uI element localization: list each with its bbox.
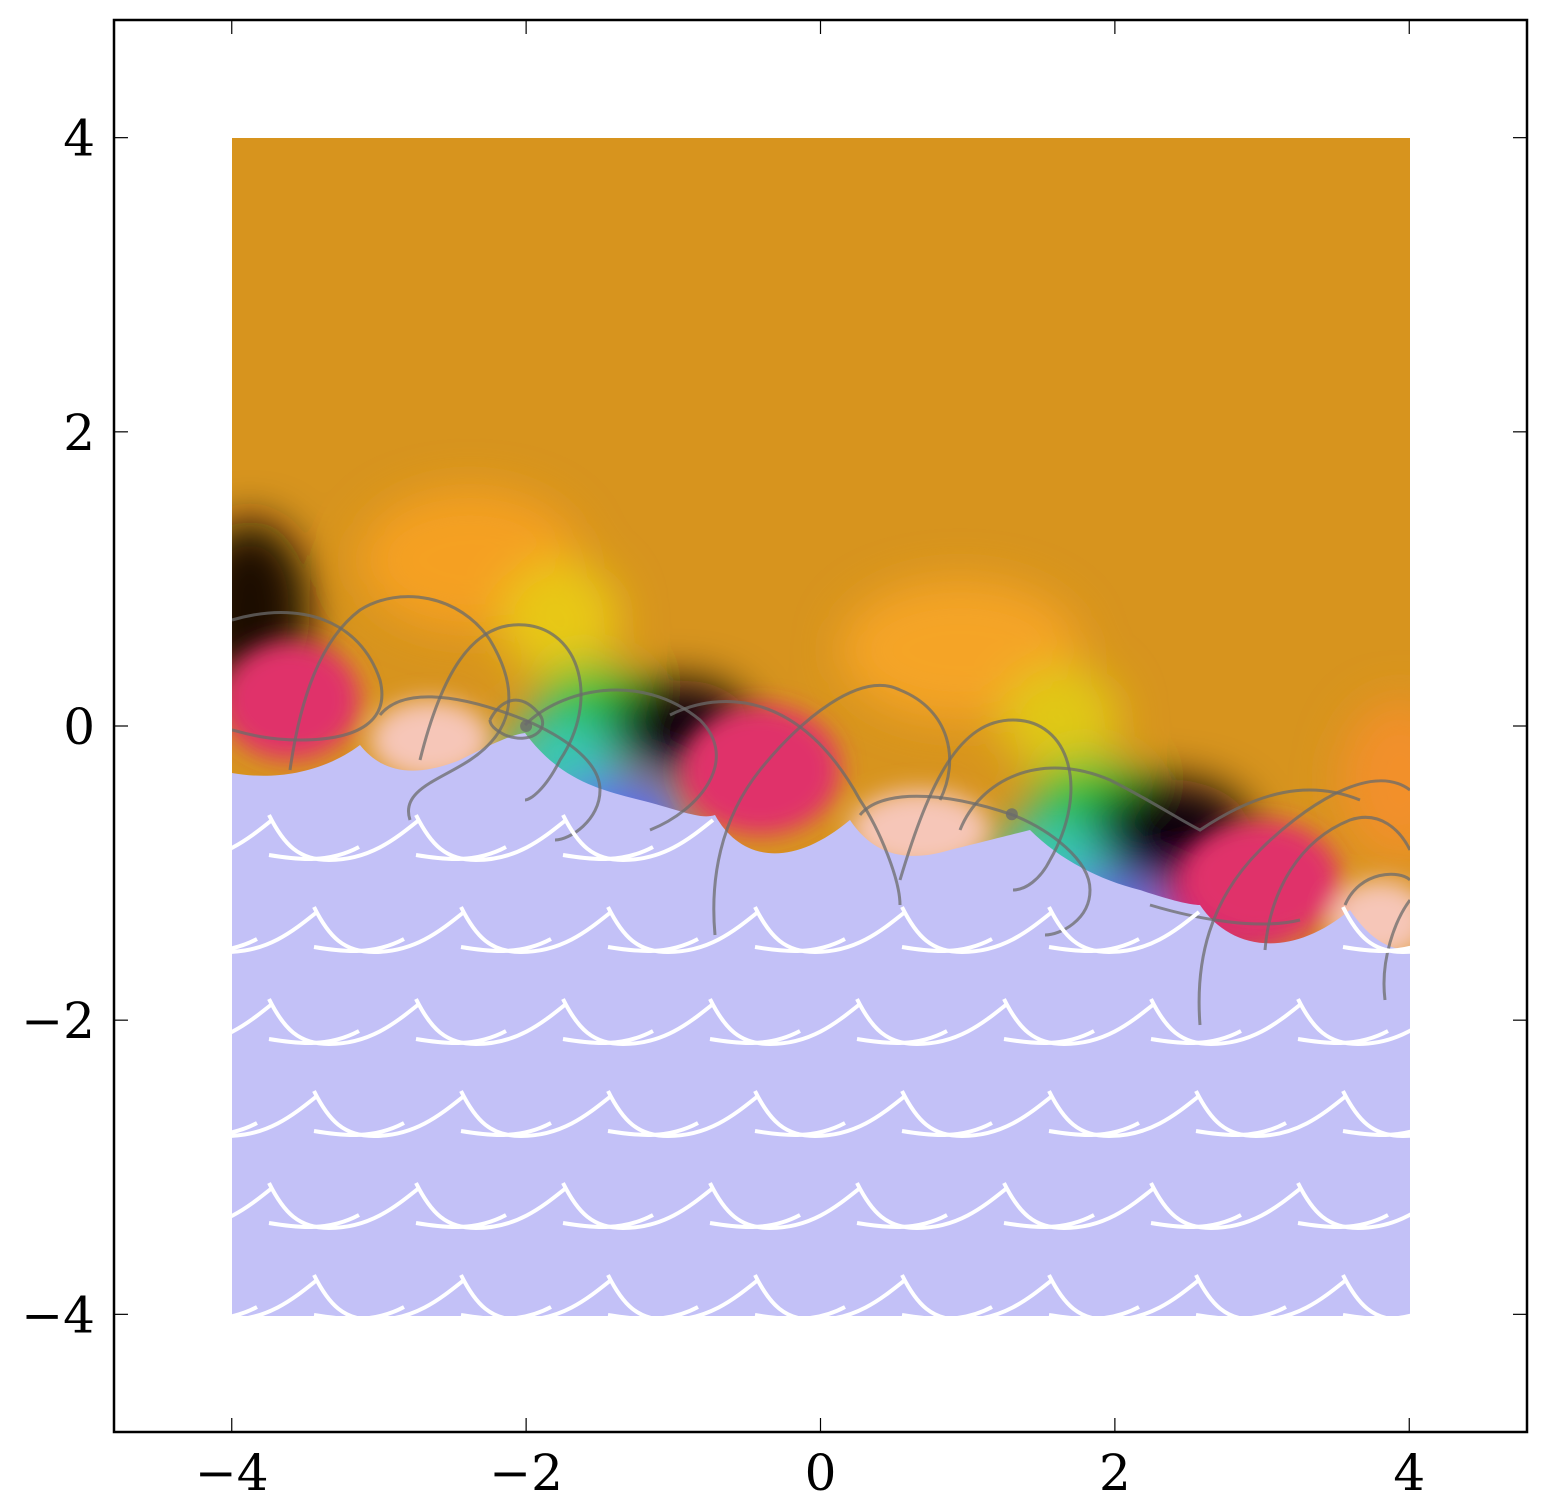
wave-scallop (753, 1090, 907, 1139)
contour-4 (418, 623, 583, 802)
lower-region (232, 733, 1410, 1316)
y-tick-label: 0 (63, 698, 95, 756)
wave-scallop (708, 998, 862, 1047)
contour-15 (1382, 899, 1410, 1001)
wave-scallop (267, 814, 421, 863)
wave-scallop (1004, 1367, 1154, 1412)
lobe-5 (1180, 820, 1340, 940)
wave-scallop (1047, 906, 1201, 955)
x-tick-labels: −4 −2 0 2 4 (195, 1444, 1425, 1502)
wave-scallop (232, 1094, 319, 1138)
contour-12 (1197, 779, 1410, 1026)
yellow-glow-left (500, 560, 620, 680)
wave-scallop (1341, 1090, 1410, 1139)
wave-scallop (1002, 998, 1156, 1047)
wave-scallop (414, 1182, 568, 1231)
wave-scallop (459, 1274, 613, 1316)
wave-scallop (1149, 1182, 1303, 1231)
y-tick-label: −2 (21, 992, 95, 1050)
wave-scallop (1002, 1182, 1156, 1231)
wave-scallop (606, 1090, 760, 1139)
wave-scallop (232, 818, 274, 850)
contour-1 (232, 611, 384, 742)
wave-scallop (232, 1002, 274, 1034)
y-tick-label: 2 (63, 404, 95, 462)
wave-scallop (857, 1367, 1007, 1412)
contour-3 (378, 695, 602, 842)
wave-scallop (563, 1367, 713, 1412)
x-tick-label: 2 (1099, 1444, 1131, 1502)
wave-scallop (1047, 1274, 1201, 1316)
contour-10 (898, 718, 1073, 892)
wave-scallop (1047, 1090, 1201, 1139)
wave-scallop (1151, 1367, 1301, 1412)
contour-8 (712, 684, 952, 936)
zero-marker (1005, 808, 1018, 821)
contour-6 (488, 698, 544, 740)
wave-scallop (232, 910, 319, 954)
contour-16 (1149, 903, 1301, 926)
wave-scallop (414, 998, 568, 1047)
contour-14 (1263, 815, 1410, 951)
x-tick-label: 4 (1393, 1444, 1425, 1502)
zero-marker (520, 720, 533, 732)
wave-scallop (753, 906, 907, 955)
wave-scallop (561, 814, 715, 863)
wave-scallop (459, 1090, 613, 1139)
wave-scallop (561, 998, 715, 1047)
yellow-glow-right (1000, 665, 1120, 775)
wave-scallop (269, 1367, 419, 1412)
wave-scallop (1296, 998, 1410, 1047)
wave-scallop (414, 814, 568, 863)
heatmap-image (122, 138, 1448, 1412)
wave-scallop (416, 1367, 566, 1412)
x-tick-label: 0 (805, 1444, 837, 1502)
wave-scallop (900, 1274, 1054, 1316)
wave-scallop (1341, 906, 1410, 955)
contour-9 (858, 794, 1092, 937)
y-tick-labels: −4 −2 0 2 4 (21, 110, 95, 1345)
x-tick-label: −4 (195, 1444, 269, 1502)
x-tick-label: −2 (489, 1444, 563, 1502)
wave-lines (122, 814, 1448, 1412)
contour-lines (232, 595, 1410, 1026)
contour-5 (523, 688, 718, 832)
wave-scallop (267, 1182, 421, 1231)
wave-scallop (753, 1274, 907, 1316)
contour-7 (669, 700, 902, 906)
wave-scallop (900, 1090, 1054, 1139)
y-tick-label: 4 (63, 110, 95, 168)
contour-13 (1343, 872, 1410, 906)
wave-scallop (708, 1182, 862, 1231)
lobe-1 (232, 640, 360, 760)
wave-scallop (267, 998, 421, 1047)
contour-11 (958, 766, 1361, 832)
tick-marks (114, 20, 1527, 1432)
wave-scallop (232, 1278, 319, 1316)
wave-scallop (606, 1274, 760, 1316)
wave-scallop (710, 1367, 860, 1412)
wave-scallop (232, 1186, 274, 1218)
wave-scallop (1194, 1090, 1348, 1139)
wave-scallop (459, 906, 613, 955)
wave-scallop (900, 906, 1054, 955)
wave-scallop (855, 1182, 1009, 1231)
wave-scallop (1298, 1367, 1448, 1412)
wave-scallop (312, 906, 466, 955)
wave-scallop (855, 998, 1009, 1047)
wave-scallop (312, 1274, 466, 1316)
wave-scallop (122, 1367, 272, 1412)
y-tick-label: −4 (21, 1286, 95, 1344)
wave-scallop (1194, 1274, 1348, 1316)
wave-scallop (1296, 1182, 1410, 1231)
wave-scallop (312, 1090, 466, 1139)
wave-scallop (1341, 1274, 1410, 1316)
wave-scallop (561, 1182, 715, 1231)
wave-scallop (1149, 998, 1303, 1047)
wave-scallop (606, 906, 760, 955)
